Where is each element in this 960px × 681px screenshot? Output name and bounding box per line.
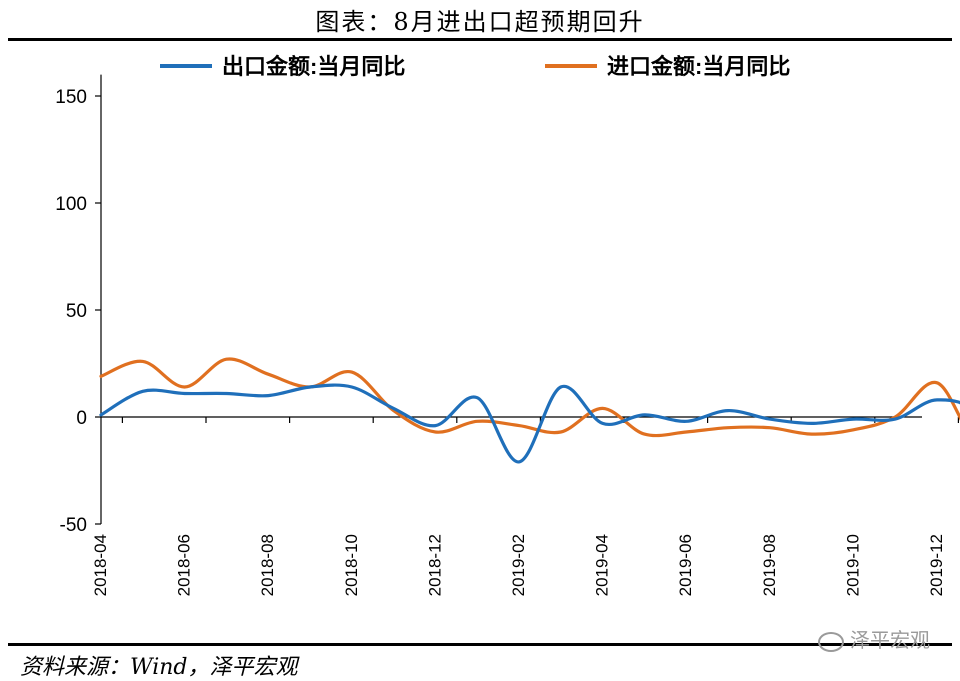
y-tick-label: 150 [55,87,87,108]
wechat-icon [818,631,844,652]
x-tick-label: 2019-08 [760,534,779,596]
x-tick-label: 2019-12 [927,534,946,596]
x-tick-label: 2018-04 [91,534,110,596]
x-tick-label: 2018-08 [258,534,277,596]
chart-title: 图表：8月进出口超预期回升 [315,8,645,36]
series-line-export [99,383,960,464]
x-tick-label: 2018-10 [342,534,361,596]
x-tick-label: 2018-12 [425,534,444,596]
y-tick-label: 0 [76,408,87,429]
x-tick-label: 2019-06 [676,534,695,596]
x-tick-label: 2019-10 [843,534,862,596]
series-layer [99,357,960,464]
source-note: 资料来源：Wind，泽平宏观 [20,655,298,680]
watermark: 泽平宏观 [818,624,930,653]
watermark-text: 泽平宏观 [850,628,930,652]
x-tick-label: 2019-04 [593,534,612,596]
legend: 出口金额:当月同比 进口金额:当月同比 [160,54,790,79]
series-line-import [99,357,960,438]
x-tick-label: 2019-02 [509,534,528,596]
axes: -50 0 50 100 150 2018-04 2018-06 2018-08 2018-10… [55,74,960,596]
bottom-rule [8,643,952,646]
y-tick-label: 50 [66,301,87,322]
legend-label: 进口金额:当月同比 [607,54,790,79]
x-tick-label: 2018-06 [175,534,194,596]
y-tick-label: 100 [55,194,87,215]
top-rule [8,38,952,41]
line-chart: 出口金额:当月同比 进口金额:当月同比 -50 0 50 100 150 2018-04 20… [55,54,960,596]
legend-label: 出口金额:当月同比 [222,54,405,79]
y-tick-label: -50 [60,515,87,536]
